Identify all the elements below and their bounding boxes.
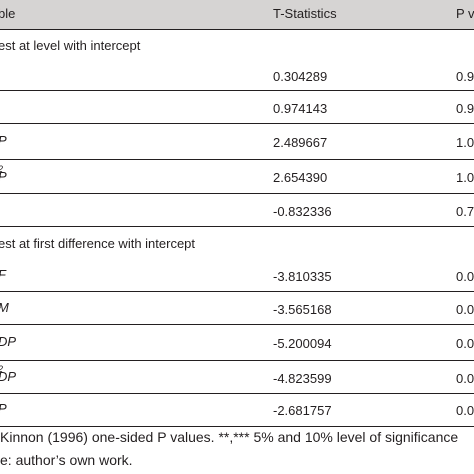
variable-subscript: t xyxy=(0,304,1,314)
variable-symbol: P xyxy=(0,401,7,416)
row-p-value: 0.0 xyxy=(456,302,474,317)
row-t-statistic: 2.489667 xyxy=(273,135,328,150)
row-p-value: 1.0 xyxy=(456,170,474,185)
row-t-statistic: -3.810335 xyxy=(273,269,332,284)
row-p-value: 0.0 xyxy=(456,269,474,284)
table-row: 0.974143 0.9 xyxy=(0,91,474,124)
row-t-statistic: -5.200094 xyxy=(273,336,332,351)
section-label: est at level with intercept xyxy=(0,38,141,53)
footnote-source: e: author’s own work. xyxy=(0,452,133,468)
variable-subscript: t xyxy=(0,373,1,383)
variable-symbol: DP xyxy=(0,334,17,349)
table-row: 0.304289 0.9 xyxy=(0,62,474,91)
variable-subscript: t xyxy=(0,405,1,415)
variable-symbol: DP xyxy=(0,369,17,384)
row-t-statistic: 2.654390 xyxy=(273,170,328,185)
row-p-value: 0.0 xyxy=(456,403,474,418)
header-p-value: P v xyxy=(456,6,474,21)
row-t-statistic: 0.974143 xyxy=(273,101,328,116)
variable-subscript: t xyxy=(0,173,1,183)
row-p-value: 0.9 xyxy=(456,101,474,116)
row-t-statistic: 0.304289 xyxy=(273,69,328,84)
variable-symbol: M xyxy=(0,300,9,315)
row-t-statistic: -3.565168 xyxy=(273,302,332,317)
row-p-value: 0.0 xyxy=(456,336,474,351)
variable-superscript: 2 xyxy=(0,364,3,374)
variable-superscript: 2 xyxy=(0,164,3,174)
table-row: Pt 2.489667 1.0 xyxy=(0,124,474,160)
section-label: est at first difference with intercept xyxy=(0,236,196,251)
table-row: DPt2 -4.823599 0.0 xyxy=(0,361,474,394)
table-row: Mt -3.565168 0.0 xyxy=(0,292,474,325)
row-t-statistic: -2.681757 xyxy=(273,403,332,418)
table-row: Pt -2.681757 0.0 xyxy=(0,394,474,427)
row-t-statistic: -4.823599 xyxy=(273,371,332,386)
variable-symbol: F xyxy=(0,267,6,282)
row-p-value: 0.0 xyxy=(456,371,474,386)
header-variable: ble xyxy=(0,6,16,21)
variable-subscript: t xyxy=(0,338,1,348)
header-t-statistics: T-Statistics xyxy=(273,6,337,21)
table-row: -0.832336 0.7 xyxy=(0,194,474,227)
footnote-significance: Kinnon (1996) one-sided P values. **,***… xyxy=(0,429,459,445)
variable-subscript: t xyxy=(0,271,1,281)
variable-symbol: P xyxy=(0,133,7,148)
row-p-value: 0.7 xyxy=(456,204,474,219)
row-p-value: 0.9 xyxy=(456,69,474,84)
table-row: Pt2 2.654390 1.0 xyxy=(0,160,474,194)
section-first-difference-test: est at first difference with intercept xyxy=(0,227,474,259)
table-row: DPt -5.200094 0.0 xyxy=(0,325,474,361)
variable-subscript: t xyxy=(0,137,1,147)
variable-symbol: P xyxy=(0,169,7,184)
section-level-test: est at level with intercept xyxy=(0,29,474,62)
row-p-value: 1.0 xyxy=(456,135,474,150)
table-header: ble T-Statistics P v xyxy=(0,0,474,30)
table-row: Ft -3.810335 0.0 xyxy=(0,259,474,292)
row-t-statistic: -0.832336 xyxy=(273,204,332,219)
